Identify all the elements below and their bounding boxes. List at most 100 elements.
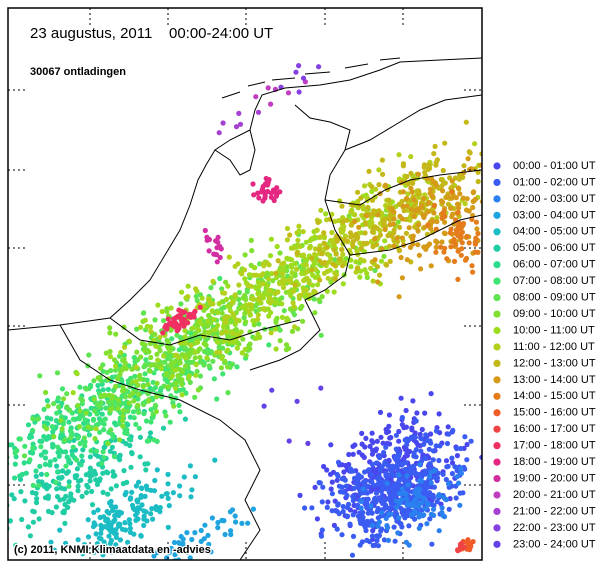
discharge-dot [135, 396, 141, 402]
discharge-dot [240, 336, 246, 342]
discharge-dot [254, 272, 260, 278]
discharge-dot [242, 346, 248, 352]
discharge-dot [275, 258, 281, 264]
discharge-dot [22, 498, 28, 504]
discharge-dot [440, 188, 446, 194]
discharge-dot [274, 315, 280, 321]
discharge-dot [350, 468, 356, 474]
discharge-dot [64, 391, 70, 397]
discharge-dot [217, 254, 223, 261]
discharge-dot [220, 290, 226, 296]
discharge-dot [141, 364, 147, 370]
discharge-dot [312, 289, 318, 295]
discharge-dot [125, 378, 131, 384]
discharge-dot [168, 305, 174, 311]
legend-marker [493, 507, 501, 516]
discharge-dot [425, 502, 431, 508]
discharge-dot [285, 90, 292, 96]
discharge-dot [205, 532, 211, 539]
discharge-dot [131, 415, 137, 421]
discharge-dot [356, 449, 362, 455]
discharge-dot [137, 434, 143, 440]
discharge-dot [228, 528, 234, 534]
discharge-dot [88, 448, 94, 454]
discharge-dot [256, 321, 262, 327]
discharge-dot [395, 530, 401, 536]
discharge-dot [146, 397, 152, 403]
discharge-dot [408, 170, 414, 176]
discharge-dot [236, 289, 242, 296]
discharge-dot [136, 505, 143, 512]
discharge-dot [43, 449, 49, 455]
discharge-dot [389, 233, 395, 239]
discharge-dot [42, 455, 49, 461]
discharge-dot [197, 304, 203, 310]
discharge-dot [294, 398, 300, 404]
discharge-dot [126, 338, 132, 344]
discharge-dot [360, 206, 366, 212]
discharge-dot [381, 449, 387, 456]
discharge-dot [425, 222, 431, 228]
discharge-dot [17, 473, 23, 479]
discharge-dot [317, 258, 323, 264]
discharge-dot [77, 408, 83, 414]
discharge-dot [297, 244, 303, 250]
copyright: (c) 2011, KNMI Klimaatdata en -advies [14, 544, 211, 556]
discharge-dot [67, 428, 73, 434]
discharge-dot [215, 525, 221, 531]
discharge-dot [393, 446, 399, 452]
discharge-dot [75, 402, 81, 408]
discharge-dot [92, 471, 99, 477]
discharge-dot [348, 264, 354, 270]
discharge-dot [268, 101, 274, 107]
discharge-dot [188, 359, 194, 365]
discharge-dot [396, 438, 402, 444]
discharge-dot [442, 180, 448, 186]
discharge-dot [324, 245, 330, 251]
discharge-dot [319, 294, 325, 300]
discharge-dot [456, 547, 462, 553]
discharge-dot [315, 282, 321, 288]
discharge-dot [422, 471, 428, 477]
discharge-dot [350, 451, 356, 457]
discharge-dot [284, 318, 290, 324]
discharge-dot [236, 282, 242, 288]
discharge-dot [266, 342, 272, 348]
discharge-dot [339, 247, 345, 253]
discharge-dot [57, 527, 63, 533]
discharge-dot [417, 431, 423, 437]
discharge-dot [438, 244, 444, 250]
discharge-dot [109, 549, 115, 555]
discharge-dot [430, 506, 437, 512]
discharge-dot [236, 110, 242, 116]
discharge-dot [225, 283, 231, 289]
discharge-dot [457, 191, 463, 197]
discharge-dot [53, 504, 60, 510]
discharge-dot [386, 472, 392, 478]
discharge-dot [386, 489, 392, 495]
discharge-dot [405, 437, 411, 443]
discharge-dot [168, 545, 174, 552]
discharge-dot [433, 443, 439, 449]
discharge-dot [418, 266, 424, 272]
discharge-dot [37, 373, 43, 379]
discharge-dot [143, 357, 149, 363]
discharge-dot [378, 258, 385, 264]
discharge-dot [77, 441, 83, 447]
discharge-dot [47, 459, 53, 465]
discharge-dot [172, 367, 178, 373]
discharge-dot [280, 266, 286, 272]
discharge-dot [364, 213, 370, 219]
discharge-dot [428, 469, 434, 475]
legend-label: 09:00 - 10:00 UT [513, 308, 596, 320]
discharge-dot [445, 193, 451, 199]
discharge-dot [408, 154, 414, 160]
discharge-dot [277, 296, 283, 302]
discharge-dot [292, 282, 298, 288]
discharge-dot [396, 428, 402, 435]
discharge-dot [253, 285, 259, 291]
discharge-dot [318, 207, 324, 213]
discharge-dot [323, 211, 329, 217]
discharge-dot [401, 208, 407, 214]
discharge-dot [375, 279, 381, 285]
